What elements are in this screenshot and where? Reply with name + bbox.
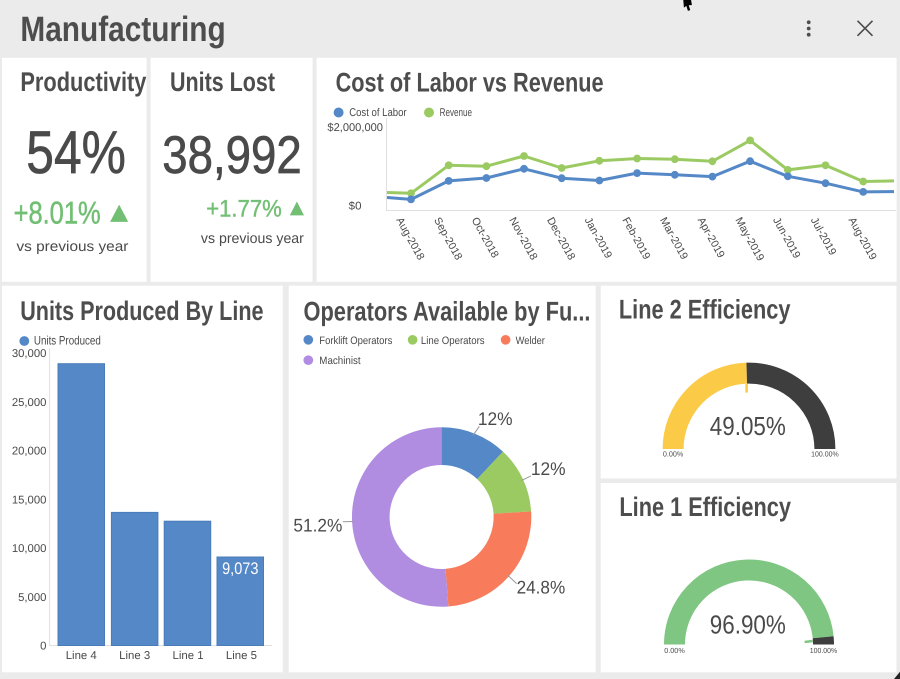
- svg-text:Welder: Welder: [516, 335, 546, 347]
- svg-text:Machinist: Machinist: [319, 355, 360, 367]
- svg-text:25,000: 25,000: [12, 397, 47, 409]
- svg-text:Cost of Labor vs Revenue: Cost of Labor vs Revenue: [336, 68, 604, 98]
- svg-text:Units Lost: Units Lost: [170, 67, 275, 97]
- svg-text:Units Produced By Line: Units Produced By Line: [20, 296, 263, 326]
- svg-text:Revenue: Revenue: [440, 107, 472, 119]
- svg-text:51.2%: 51.2%: [293, 515, 342, 536]
- svg-text:20,000: 20,000: [12, 446, 47, 458]
- svg-text:Line 2 Efficiency: Line 2 Efficiency: [619, 294, 791, 324]
- svg-text:Operators Available by Fu...: Operators Available by Fu...: [304, 296, 591, 326]
- svg-text:12%: 12%: [531, 458, 566, 479]
- svg-text:Manufacturing: Manufacturing: [20, 10, 225, 49]
- svg-text:15,000: 15,000: [12, 494, 47, 506]
- svg-text:Forklift Operators: Forklift Operators: [319, 335, 393, 347]
- svg-text:10,000: 10,000: [12, 543, 47, 555]
- svg-text:100.00%: 100.00%: [811, 450, 839, 459]
- svg-text:Units Produced: Units Produced: [34, 333, 101, 347]
- svg-text:54%: 54%: [26, 118, 126, 186]
- svg-text:12%: 12%: [478, 408, 513, 429]
- svg-text:Line 5: Line 5: [226, 650, 257, 662]
- svg-text:Productivity: Productivity: [20, 67, 146, 97]
- svg-text:24.8%: 24.8%: [517, 577, 566, 598]
- svg-text:Line 1 Efficiency: Line 1 Efficiency: [619, 492, 791, 522]
- svg-text:0.00%: 0.00%: [664, 646, 685, 655]
- svg-text:49.05%: 49.05%: [710, 411, 786, 441]
- svg-text:Line 3: Line 3: [119, 650, 150, 662]
- svg-text:100.00%: 100.00%: [810, 646, 838, 655]
- svg-text:Cost of Labor: Cost of Labor: [349, 107, 407, 119]
- svg-text:vs previous year: vs previous year: [201, 231, 304, 247]
- svg-text:Line 4: Line 4: [66, 650, 97, 662]
- svg-text:+1.77%: +1.77%: [206, 196, 282, 223]
- svg-text:+8.01%: +8.01%: [14, 195, 101, 231]
- svg-text:30,000: 30,000: [12, 348, 47, 360]
- svg-text:vs previous year: vs previous year: [17, 239, 129, 255]
- svg-text:0.00%: 0.00%: [663, 450, 684, 459]
- svg-text:$2,000,000: $2,000,000: [327, 122, 383, 134]
- svg-text:38,992: 38,992: [162, 126, 301, 185]
- svg-text:5,000: 5,000: [18, 592, 46, 604]
- svg-text:Line 1: Line 1: [173, 650, 204, 662]
- svg-text:96.90%: 96.90%: [710, 609, 786, 639]
- svg-text:Line Operators: Line Operators: [421, 335, 485, 347]
- svg-text:9,073: 9,073: [222, 559, 258, 578]
- svg-text:0: 0: [40, 641, 46, 653]
- svg-text:$0: $0: [349, 200, 362, 212]
